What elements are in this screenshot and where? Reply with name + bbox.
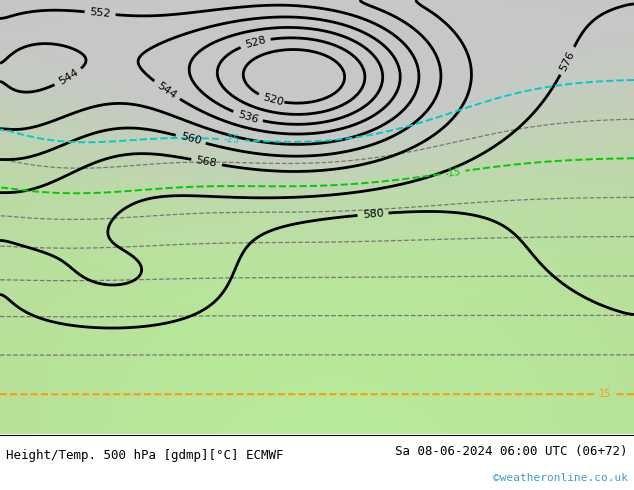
Text: 15: 15	[599, 389, 612, 399]
Text: 560: 560	[179, 132, 202, 147]
Text: 552: 552	[89, 7, 111, 19]
Text: 544: 544	[155, 80, 178, 100]
Text: 580: 580	[362, 208, 384, 220]
Text: 536: 536	[236, 109, 259, 125]
Text: 520: 520	[262, 92, 285, 108]
Text: 528: 528	[244, 35, 267, 50]
Text: 544: 544	[56, 68, 80, 87]
Text: Height/Temp. 500 hPa [gdmp][°C] ECMWF: Height/Temp. 500 hPa [gdmp][°C] ECMWF	[6, 448, 284, 462]
Text: Sa 08-06-2024 06:00 UTC (06+72): Sa 08-06-2024 06:00 UTC (06+72)	[395, 445, 628, 458]
Text: -15: -15	[444, 167, 462, 178]
Text: ©weatheronline.co.uk: ©weatheronline.co.uk	[493, 472, 628, 483]
Text: 568: 568	[195, 155, 218, 169]
Text: 576: 576	[558, 49, 576, 73]
Text: -25: -25	[224, 134, 240, 145]
